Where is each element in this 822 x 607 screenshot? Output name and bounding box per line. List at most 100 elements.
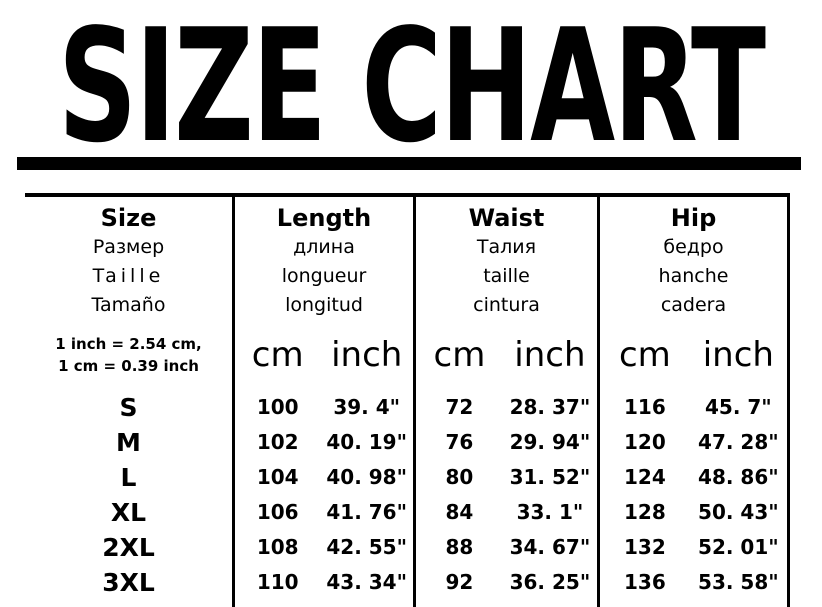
hip-unit-inch-label: inch: [702, 335, 774, 375]
conversion-note-line1: 1 inch = 2.54 cm,: [55, 335, 202, 353]
waist-row: 72 28. 37": [416, 390, 597, 425]
table-row-size-m: M: [25, 425, 232, 460]
length-row: 110 43. 34": [235, 565, 413, 600]
length-cm-value: 102: [256, 430, 299, 454]
length-cm-value: 100: [256, 395, 299, 419]
hip-inch-value: 50. 43": [698, 500, 779, 524]
waist-row: 92 36. 25": [416, 565, 597, 600]
length-inch-value: 40. 19": [326, 430, 408, 454]
hip-header-ru: бедро: [663, 236, 724, 258]
length-unit-inch-label: inch: [331, 335, 403, 375]
length-cm-value: 106: [256, 500, 299, 524]
length-header-fr: longueur: [281, 265, 367, 287]
size-header-es: Tamaño: [91, 294, 166, 316]
conversion-note-line2: 1 cm = 0.39 inch: [58, 357, 199, 375]
hip-row: 136 53. 58": [600, 565, 787, 600]
length-row: 100 39. 4": [235, 390, 413, 425]
waist-unit-cm-label: cm: [433, 335, 486, 375]
waist-units-row: cm inch: [416, 320, 597, 390]
hip-inch-value: 53. 58": [698, 570, 779, 594]
waist-inch-value: 31. 52": [509, 465, 591, 489]
length-cm-value: 108: [256, 535, 299, 559]
title-underline-rule: [17, 157, 801, 170]
waist-header-fr: taille: [483, 265, 530, 287]
waist-inch-value: 34. 67": [509, 535, 591, 559]
table-row-size-xl: XL: [25, 495, 232, 530]
size-label: M: [116, 428, 141, 457]
waist-unit-inch-label: inch: [514, 335, 586, 375]
hip-row: 116 45. 7": [600, 390, 787, 425]
waist-inch-value: 36. 25": [509, 570, 591, 594]
table-row-size-2xl: 2XL: [25, 530, 232, 565]
size-label: S: [119, 393, 138, 422]
waist-inch-value: 29. 94": [509, 430, 591, 454]
length-cm-value: 110: [256, 570, 299, 594]
hip-cm-value: 136: [624, 570, 666, 594]
waist-row: 84 33. 1": [416, 495, 597, 530]
conversion-note: 1 inch = 2.54 cm, 1 cm = 0.39 inch: [25, 320, 232, 390]
table-row-size-l: L: [25, 460, 232, 495]
waist-cm-value: 88: [445, 535, 474, 559]
size-header-en: Size: [100, 204, 157, 232]
waist-header-ru: Талия: [476, 236, 537, 258]
waist-cm-value: 92: [445, 570, 474, 594]
table-row-size-s: S: [25, 390, 232, 425]
length-header-ru: длина: [293, 236, 355, 258]
length-inch-value: 39. 4": [333, 395, 401, 419]
length-cm-value: 104: [256, 465, 299, 489]
page-title: SIZE CHART: [57, 0, 766, 177]
length-inch-value: 42. 55": [326, 535, 408, 559]
hip-row: 128 50. 43": [600, 495, 787, 530]
length-row: 108 42. 55": [235, 530, 413, 565]
waist-cm-value: 80: [445, 465, 474, 489]
hip-unit-cm-label: cm: [618, 335, 671, 375]
hip-inch-value: 48. 86": [698, 465, 779, 489]
hip-row: 132 52. 01": [600, 530, 787, 565]
hip-row: 120 47. 28": [600, 425, 787, 460]
table-row-size-3xl: 3XL: [25, 565, 232, 600]
length-inch-value: 40. 98": [326, 465, 408, 489]
length-header-en: Length: [276, 204, 372, 232]
hip-cm-value: 128: [624, 500, 666, 524]
length-unit-cm-label: cm: [251, 335, 304, 375]
length-row: 106 41. 76": [235, 495, 413, 530]
waist-cm-value: 72: [445, 395, 474, 419]
hip-cm-value: 116: [624, 395, 666, 419]
length-inch-value: 41. 76": [326, 500, 408, 524]
hip-header-fr: hanche: [658, 265, 729, 287]
column-length: Length длина longueur longitud cm inch 1…: [232, 197, 413, 607]
hip-inch-value: 52. 01": [698, 535, 779, 559]
waist-row: 76 29. 94": [416, 425, 597, 460]
waist-cm-value: 76: [445, 430, 474, 454]
hip-row: 124 48. 86": [600, 460, 787, 495]
hip-inch-value: 45. 7": [705, 395, 772, 419]
waist-header-en: Waist: [468, 204, 545, 232]
column-size: Size Размер Taille Tamaño 1 inch = 2.54 …: [25, 197, 232, 607]
hip-cm-value: 124: [624, 465, 666, 489]
column-hip: Hip бедро hanche cadera cm inch 116 45. 7…: [597, 197, 790, 607]
hip-header-en: Hip: [670, 204, 717, 232]
size-header-ru: Размер: [92, 236, 165, 258]
waist-row: 80 31. 52": [416, 460, 597, 495]
waist-inch-value: 33. 1": [516, 500, 584, 524]
size-label: 2XL: [102, 533, 155, 562]
hip-inch-value: 47. 28": [698, 430, 779, 454]
length-inch-value: 43. 34": [326, 570, 408, 594]
size-chart-table: Size Размер Taille Tamaño 1 inch = 2.54 …: [25, 193, 790, 607]
waist-row: 88 34. 67": [416, 530, 597, 565]
waist-cm-value: 84: [445, 500, 474, 524]
length-row: 102 40. 19": [235, 425, 413, 460]
waist-inch-value: 28. 37": [509, 395, 591, 419]
hip-cm-value: 132: [624, 535, 666, 559]
hip-header-es: cadera: [660, 294, 727, 316]
hip-units-row: cm inch: [600, 320, 787, 390]
size-label: L: [120, 463, 137, 492]
column-waist: Waist Талия taille cintura cm inch 72 28.…: [413, 197, 597, 607]
length-units-row: cm inch: [235, 320, 413, 390]
length-row: 104 40. 98": [235, 460, 413, 495]
hip-cm-value: 120: [624, 430, 666, 454]
size-label: XL: [110, 498, 147, 527]
waist-header-es: cintura: [473, 294, 540, 316]
size-label: 3XL: [102, 568, 155, 597]
